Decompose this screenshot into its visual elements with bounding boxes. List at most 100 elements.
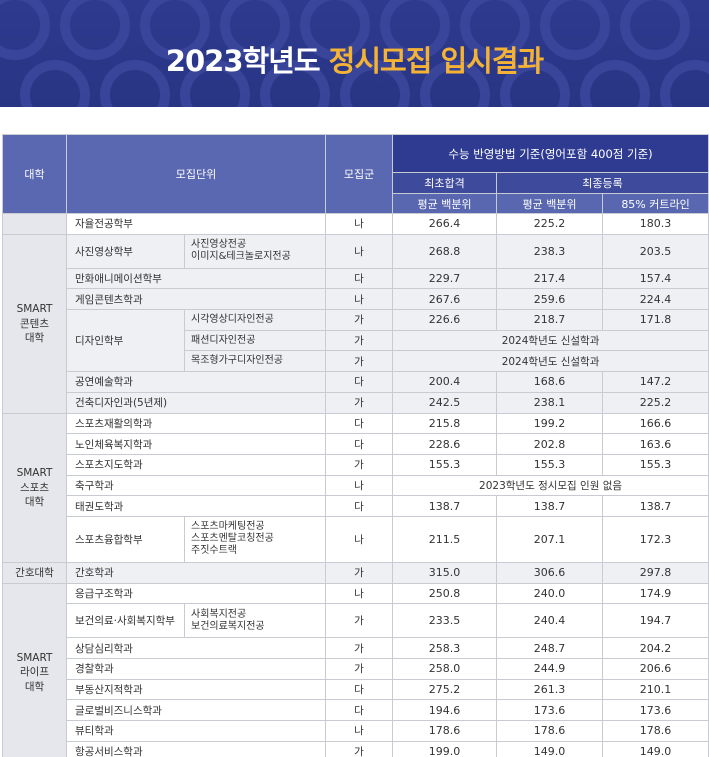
recruit-group: 가 <box>325 603 394 639</box>
department-name: 축구학과 <box>65 474 327 497</box>
first-pass-avg: 258.3 <box>392 637 498 659</box>
college-name: SMART 콘텐츠 대학 <box>2 233 67 414</box>
department-name: 건축디자인과(5년제) <box>65 391 327 414</box>
cut85-value: 180.3 <box>602 213 709 235</box>
header-college: 대학 <box>2 134 67 214</box>
final-avg: 202.8 <box>496 433 604 455</box>
department-name: 노인체육복지학과 <box>65 433 327 455</box>
first-pass-avg: 267.6 <box>392 288 498 311</box>
cut85-value: 225.2 <box>602 391 709 414</box>
table-row: 스포츠융합학부 스포츠마케팅전공 스포츠멘탈코칭전공 주짓수트랙 나 211.5 207.1… <box>3 515 709 563</box>
table-row: 축구학과 나 2023학년도 정시모집 인원 없음 <box>3 474 709 497</box>
table-row: 자율전공학부 나 266.4 225.2 180.3 <box>2 213 709 235</box>
department-name: 부동산지적학과 <box>65 678 327 701</box>
result-note: 2023학년도 정시모집 인원 없음 <box>392 474 709 497</box>
final-avg: 248.7 <box>496 637 604 659</box>
header-avg-final: 평균 백분위 <box>496 193 604 214</box>
department-name: 게임콘텐츠학과 <box>65 288 327 311</box>
department-name: 보건의료·사회복지학부 <box>66 603 185 639</box>
recruit-group: 가 <box>325 740 394 757</box>
final-avg: 217.4 <box>496 267 604 290</box>
first-pass-avg: 266.4 <box>392 213 498 235</box>
recruit-group: 다 <box>325 371 394 393</box>
recruit-group: 가 <box>325 637 394 659</box>
cut85-value: 173.6 <box>602 699 709 722</box>
table-row: SMART 스포츠 대학 스포츠재활의학과 다 215.8 199.2 166.6 <box>2 412 709 563</box>
final-avg: 149.0 <box>496 740 604 757</box>
recruit-group: 나 <box>325 233 394 269</box>
recruit-group: 가 <box>325 350 394 373</box>
cut85-value: 206.6 <box>602 658 709 680</box>
first-pass-avg: 258.0 <box>392 658 498 680</box>
department-name: 태권도학과 <box>65 495 327 517</box>
college-name: SMART 스포츠 대학 <box>2 412 67 563</box>
department-name: 스포츠지도학과 <box>65 453 327 476</box>
first-pass-avg: 315.0 <box>392 561 498 584</box>
department-name: 디자인학부 <box>66 309 185 373</box>
table-row: 목조형가구디자인전공 가 2024학년도 신설학과 <box>3 350 709 373</box>
header-criteria: 수능 반영방법 기준(영어포함 400점 기준) <box>392 134 709 173</box>
department-name: 스포츠재활의학과 <box>65 412 327 435</box>
final-avg: 225.2 <box>496 213 604 235</box>
cut85-value: 155.3 <box>602 453 709 476</box>
recruit-group: 나 <box>325 720 394 742</box>
table-row: 게임콘텐츠학과 나 267.6 259.6 224.4 <box>3 288 709 311</box>
department-name: 사진영상학부 <box>66 233 185 269</box>
first-pass-avg: 228.6 <box>392 433 498 455</box>
major-name: 패션디자인전공 <box>183 329 327 352</box>
final-avg: 138.7 <box>496 495 604 517</box>
first-pass-avg: 229.7 <box>392 267 498 290</box>
department-name: 응급구조학과 <box>65 582 327 605</box>
recruit-group: 가 <box>325 658 394 680</box>
first-pass-avg: 200.4 <box>392 371 498 393</box>
final-avg: 261.3 <box>496 678 604 701</box>
final-avg: 218.7 <box>496 309 604 331</box>
recruit-group: 나 <box>325 515 394 563</box>
final-avg: 238.3 <box>496 233 604 269</box>
table-row: 부동산지적학과 다 275.2 261.3 210.1 <box>3 678 709 701</box>
table-row: 보건의료·사회복지학부 사회복지전공 보건의료복지전공 가 233.5 240.4 194.… <box>3 603 709 639</box>
final-avg: 306.6 <box>496 561 604 584</box>
result-note: 2024학년도 신설학과 <box>392 350 709 373</box>
table-row: 디자인학부 시각영상디자인전공 가 226.6 218.7 171.8 <box>3 309 709 373</box>
final-avg: 168.6 <box>496 371 604 393</box>
cut85-value: 149.0 <box>602 740 709 757</box>
result-note: 2024학년도 신설학과 <box>392 329 709 352</box>
table-row: 상담심리학과 가 258.3 248.7 204.2 <box>3 637 709 659</box>
recruit-group: 다 <box>325 495 394 517</box>
recruit-group: 나 <box>325 582 394 605</box>
banner-decoration <box>0 0 709 107</box>
first-pass-avg: 138.7 <box>392 495 498 517</box>
final-avg: 199.2 <box>496 412 604 435</box>
table-row: 글로벌비즈니스학과 다 194.6 173.6 173.6 <box>3 699 709 722</box>
department-name: 글로벌비즈니스학과 <box>65 699 327 722</box>
cut85-value: 194.7 <box>602 603 709 639</box>
first-pass-avg: 250.8 <box>392 582 498 605</box>
department-name: 스포츠융합학부 <box>66 515 185 563</box>
final-avg: 173.6 <box>496 699 604 722</box>
header-first-pass: 최초합격 <box>392 172 498 194</box>
first-pass-avg: 178.6 <box>392 720 498 742</box>
table-row: 경찰학과 가 258.0 244.9 206.6 <box>3 658 709 680</box>
first-pass-avg: 215.8 <box>392 412 498 435</box>
final-avg: 259.6 <box>496 288 604 311</box>
cut85-value: 297.8 <box>602 561 709 584</box>
first-pass-avg: 233.5 <box>392 603 498 639</box>
page-banner: 2023학년도 정시모집 입시결과 <box>0 0 709 107</box>
recruit-group: 다 <box>325 412 394 435</box>
college-name <box>2 213 67 235</box>
final-avg: 244.9 <box>496 658 604 680</box>
cut85-value: 210.1 <box>602 678 709 701</box>
department-name: 만화애니메이션학부 <box>65 267 327 290</box>
final-avg: 178.6 <box>496 720 604 742</box>
major-name: 목조형가구디자인전공 <box>183 350 327 373</box>
first-pass-avg: 155.3 <box>392 453 498 476</box>
table-row: 공연예술학과 다 200.4 168.6 147.2 <box>3 371 709 393</box>
first-pass-avg: 275.2 <box>392 678 498 701</box>
header-unit: 모집단위 <box>65 134 327 214</box>
department-name: 간호학과 <box>65 561 327 584</box>
final-avg: 207.1 <box>496 515 604 563</box>
recruit-group: 가 <box>325 453 394 476</box>
college-name: 간호대학 <box>2 561 67 584</box>
table-row: 간호대학 간호학과 가 315.0 306.6 297.8 <box>2 561 709 584</box>
